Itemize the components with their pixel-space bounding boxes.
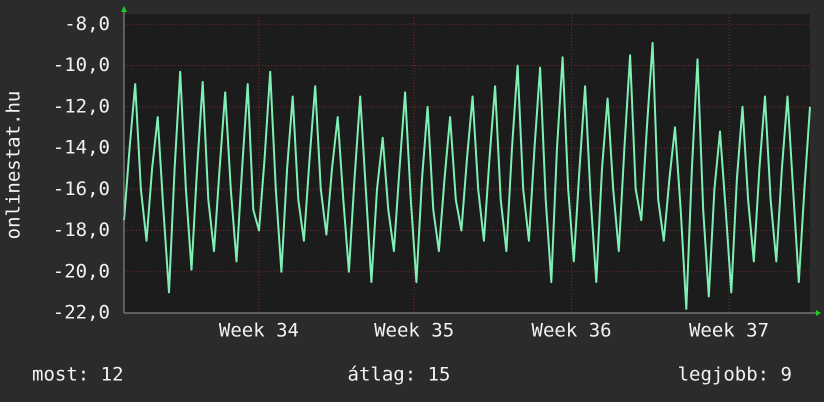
y-axis-label: onlinestat.hu [3, 91, 25, 240]
y-axis-arrow [121, 6, 127, 12]
x-tick-label: Week 34 [219, 320, 299, 342]
x-tick-label: Week 36 [532, 320, 612, 342]
y-tick-label: -8,0 [64, 13, 110, 35]
x-tick-label: Week 37 [689, 320, 769, 342]
x-tick-label: Week 35 [374, 320, 454, 342]
y-tick-label: -14,0 [53, 137, 110, 159]
series [123, 41, 811, 310]
y-tick-label: -12,0 [53, 95, 110, 117]
stat-average: átlag: 15 [348, 364, 451, 386]
y-tick-label: -16,0 [53, 178, 110, 200]
y-tick-label: -20,0 [53, 260, 110, 282]
stat-best: legjobb: 9 [678, 364, 792, 386]
series-line [123, 41, 811, 310]
y-tick-label: -22,0 [53, 302, 110, 324]
x-axis-arrow [816, 310, 821, 316]
y-tick-label: -18,0 [53, 219, 110, 241]
stat-current: most: 12 [32, 364, 124, 386]
y-tick-label: -10,0 [53, 54, 110, 76]
